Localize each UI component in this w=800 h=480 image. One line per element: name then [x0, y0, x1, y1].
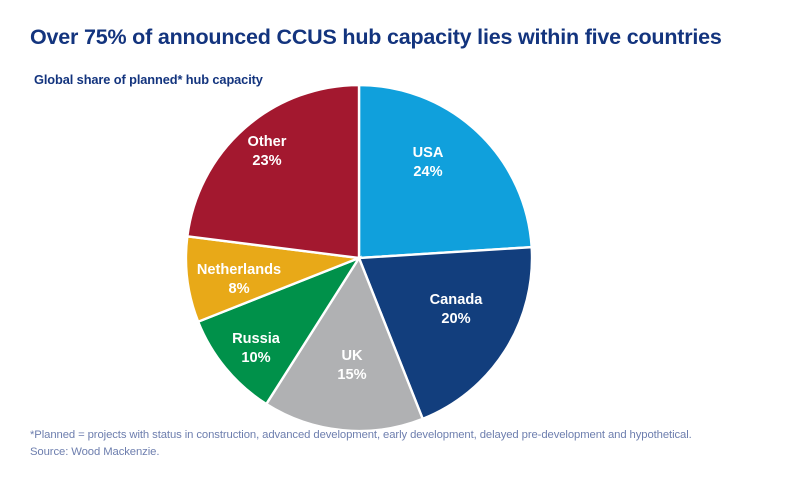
footnote-planned-definition: *Planned = projects with status in const… [30, 429, 692, 441]
footnote-source: Source: Wood Mackenzie. [30, 446, 160, 458]
pie-slice-usa[interactable] [357, 83, 533, 260]
pie-slice-label-other: Other [248, 134, 287, 150]
pie-slice-canada[interactable] [357, 245, 534, 421]
pie-slice-label-russia: Russia [232, 331, 281, 347]
pie-slice-other[interactable] [186, 83, 361, 260]
pie-slice-uk[interactable] [264, 255, 425, 433]
pie-slice-label-usa: USA [413, 145, 444, 161]
page-title: Over 75% of announced CCUS hub capacity … [30, 25, 722, 49]
pie-slice-value-netherlands: 8% [228, 281, 249, 297]
pie-slice-russia[interactable] [196, 255, 362, 406]
pie-slice-value-russia: 10% [241, 350, 270, 366]
pie-slice-value-other: 23% [252, 153, 281, 169]
pie-slice-label-uk: UK [341, 348, 363, 364]
pie-label-layer: USA 24% Canada 20% UK 15% Russia 10% Netherlands… [197, 134, 483, 383]
chart-subtitle: Global share of planned* hub capacity [34, 72, 263, 87]
pie-slice-label-canada: Canada [430, 292, 484, 308]
pie-slice-label-netherlands: Netherlands [197, 262, 281, 278]
pie-slice-value-uk: 15% [337, 367, 366, 383]
footnotes: *Planned = projects with status in const… [30, 427, 785, 461]
pie-slice-value-usa: 24% [413, 164, 442, 180]
pie-slice-value-canada: 20% [441, 311, 470, 327]
pie-slice-layer [184, 83, 534, 433]
